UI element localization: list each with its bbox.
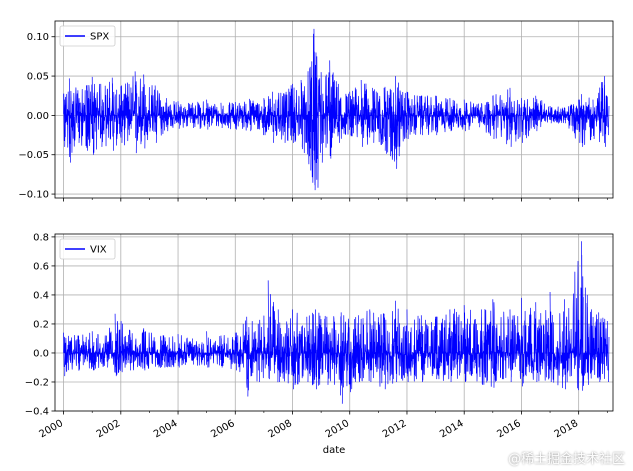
legend: VIX [59, 238, 116, 260]
legend-box [59, 25, 116, 47]
y-tick-label: 0.8 [33, 232, 49, 243]
y-tick-label: −0.05 [18, 150, 49, 161]
plot-frame [54, 233, 614, 412]
y-tick-label: 0.2 [33, 319, 49, 330]
shared-x-axis: 2000 2002 2004 2006 2008 2010 2012 2014 2016 2018… [38, 418, 581, 456]
x-tick-label: 2012 [381, 418, 409, 440]
y-tick-label: −0.10 [18, 190, 49, 201]
x-tick-label: 2016 [495, 418, 523, 440]
plot-frame [54, 20, 614, 199]
series-line-spx [63, 28, 610, 191]
x-tick-label: 2008 [266, 418, 294, 440]
vix-panel: 0.8 0.6 0.4 0.2 0.0 −0.2 −0.4 VIX [25, 232, 614, 418]
legend: SPX [59, 25, 116, 47]
spx-panel: 0.10 0.05 0.00 −0.05 −0.10 SPX [18, 20, 614, 202]
watermark: @稀土掘金技术社区 [507, 452, 625, 467]
legend-label: VIX [90, 245, 107, 256]
x-tick-label: 2000 [38, 418, 66, 440]
x-tick-label: 2018 [553, 418, 581, 440]
y-tick-label: −0.4 [25, 407, 49, 418]
x-tick-label: 2014 [438, 418, 466, 440]
y-tick-label: 0.0 [33, 348, 49, 359]
x-tick-label: 2006 [209, 418, 237, 440]
legend-label: SPX [90, 32, 109, 43]
y-tick-label: 0.05 [27, 72, 49, 83]
x-tick-label: 2004 [152, 418, 180, 440]
y-tick-label: 0.4 [33, 290, 49, 301]
legend-box [59, 238, 116, 260]
x-axis-label: date [323, 445, 346, 456]
y-tick-label: −0.2 [25, 377, 49, 388]
y-tick-label: 0.10 [27, 32, 49, 43]
series-line-vix [63, 241, 610, 404]
y-tick-label: 0.00 [27, 111, 49, 122]
x-tick-label: 2010 [324, 418, 352, 440]
x-tick-label: 2002 [95, 418, 123, 440]
y-tick-label: 0.6 [33, 261, 49, 272]
